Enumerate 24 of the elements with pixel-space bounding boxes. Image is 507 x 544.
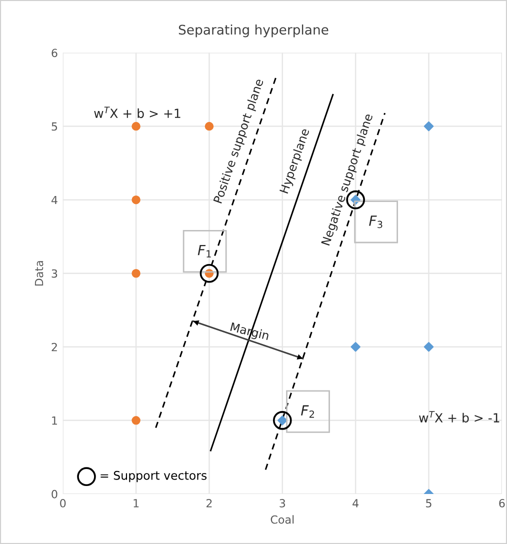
annotation: F$_{1}$ xyxy=(198,244,211,258)
y-tick-label: 4 xyxy=(51,196,58,204)
x-axis-title: Coal xyxy=(270,515,294,524)
chart-title: Separating hyperplane xyxy=(178,24,328,38)
x-tick-label: 3 xyxy=(280,499,286,508)
annotation: w$^{T}$X + b > +1 xyxy=(94,106,180,118)
y-tick-label: 1 xyxy=(52,416,57,425)
annotation: Margin xyxy=(230,322,270,342)
y-tick-label: 5 xyxy=(52,122,58,131)
y-tick-label: 2 xyxy=(52,342,57,352)
x-tick-label: 4 xyxy=(352,499,358,508)
x-tick-label: 6 xyxy=(499,499,505,508)
x-tick-label: 0 xyxy=(60,499,66,508)
legend-label: = Support vectors xyxy=(100,470,207,482)
y-tick-label: 0 xyxy=(52,490,58,498)
y-tick-label: 3 xyxy=(52,269,58,278)
x-tick-label: 1 xyxy=(134,499,139,508)
x-tick-label: 5 xyxy=(426,499,432,508)
annotation: F$_{2}$ xyxy=(301,405,314,418)
annotation: w$^{T}$X + b > -1 xyxy=(419,411,500,422)
annotation: F$_{3}$ xyxy=(369,216,382,228)
y-tick-label: 6 xyxy=(52,48,58,58)
x-tick-label: 2 xyxy=(206,499,212,508)
y-axis-title: Data xyxy=(34,261,44,286)
